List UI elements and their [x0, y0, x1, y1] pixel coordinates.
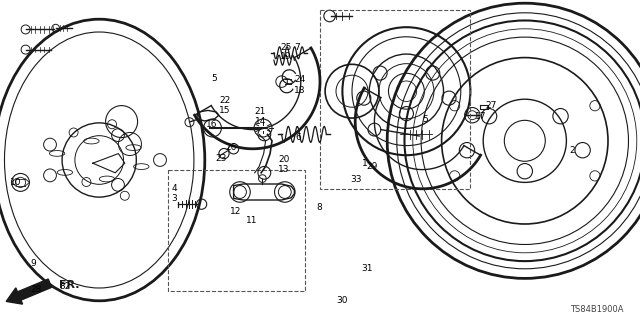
Text: 33: 33: [351, 175, 362, 184]
Text: 24: 24: [294, 76, 306, 84]
Text: 15: 15: [219, 106, 230, 115]
Text: 22: 22: [219, 96, 230, 105]
Text: 19: 19: [280, 52, 292, 61]
Text: 11: 11: [246, 216, 258, 225]
Text: 18: 18: [294, 86, 306, 95]
Text: 7: 7: [294, 43, 300, 52]
Text: 14: 14: [255, 117, 266, 126]
Text: 21: 21: [255, 107, 266, 116]
Text: 5: 5: [211, 74, 217, 83]
Text: 8: 8: [317, 204, 323, 212]
Text: 4: 4: [172, 184, 177, 193]
Text: 17: 17: [475, 112, 486, 121]
Text: 26: 26: [225, 143, 237, 152]
Text: 29: 29: [366, 162, 378, 171]
Text: 9: 9: [31, 260, 36, 268]
Text: 16: 16: [206, 120, 218, 129]
Text: TS84B1900A: TS84B1900A: [570, 305, 624, 314]
Text: 25: 25: [280, 43, 292, 52]
Text: 32: 32: [60, 282, 71, 291]
Bar: [168, 170, 305, 291]
Text: 20: 20: [278, 156, 290, 164]
FancyArrow shape: [6, 279, 52, 304]
Text: 23: 23: [215, 154, 227, 163]
Text: 31: 31: [362, 264, 373, 273]
Text: 3: 3: [172, 194, 177, 203]
Text: 13: 13: [278, 165, 290, 174]
Text: 5: 5: [422, 116, 428, 124]
Text: FR.: FR.: [59, 280, 79, 290]
Text: 1: 1: [362, 159, 367, 168]
Text: 27: 27: [485, 101, 497, 110]
Bar: [320, 10, 470, 189]
Text: 30: 30: [336, 296, 348, 305]
Text: 28: 28: [31, 285, 42, 294]
Text: 2: 2: [570, 146, 575, 155]
Text: 12: 12: [230, 207, 242, 216]
Text: 6: 6: [296, 133, 301, 142]
Text: 10: 10: [10, 178, 21, 187]
